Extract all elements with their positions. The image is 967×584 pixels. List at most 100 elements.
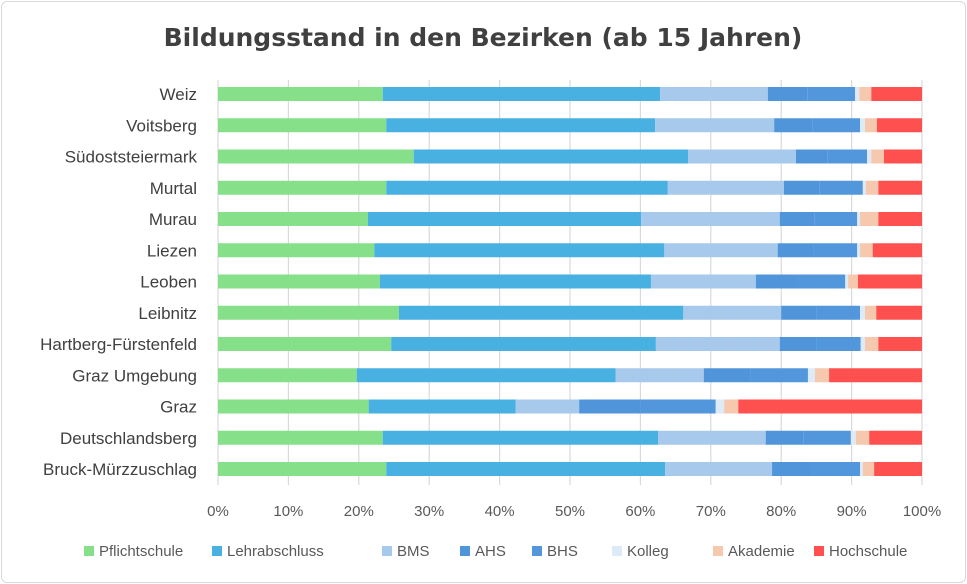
x-tick-label: 100% <box>903 503 941 520</box>
bar-segment-ahs <box>772 462 812 476</box>
bar-segment-akademie <box>862 462 875 476</box>
bar-segment-lehrabschluss <box>386 180 668 195</box>
bar-segment-kolleg <box>715 399 725 414</box>
bar-segment-bhs <box>814 212 858 226</box>
bar-segment-ahs <box>784 180 820 195</box>
x-tick-label: 10% <box>273 503 303 520</box>
bar-segment-hochschule <box>872 243 922 258</box>
legend-label: Kolleg <box>627 543 669 560</box>
legend-swatch <box>612 546 622 556</box>
x-tick-label: 50% <box>555 503 585 520</box>
x-tick-label: 70% <box>696 503 726 520</box>
bar-segment-ahs <box>765 430 804 445</box>
legend-label: Akademie <box>728 543 795 560</box>
x-tick-label: 0% <box>207 503 229 520</box>
bar-segment-bhs <box>640 399 716 414</box>
bar-segment-hochschule <box>874 462 922 476</box>
bar-segment-bms <box>655 118 775 133</box>
bar-segment-kolleg <box>807 368 815 383</box>
category-label: Weiz <box>160 85 197 104</box>
bar-segment-bms <box>658 430 766 445</box>
bar-segment-pflichtschule <box>218 430 383 445</box>
bar-segment-hochschule <box>883 149 922 164</box>
bar-segment-kolleg <box>857 243 861 258</box>
category-label: Liezen <box>147 241 197 260</box>
category-label: Murtal <box>150 179 197 198</box>
bar-segment-ahs <box>774 118 813 133</box>
bar-segment-kolleg <box>850 430 856 445</box>
bar-segment-kolleg <box>860 305 865 320</box>
bar-segment-lehrabschluss <box>379 274 651 289</box>
x-tick-label: 30% <box>414 503 444 520</box>
x-tick-label: 20% <box>344 503 374 520</box>
bar-segment-akademie <box>724 399 739 414</box>
bar-segment-ahs <box>755 274 796 289</box>
category-label: Murau <box>149 210 197 229</box>
bar-segment-bhs <box>813 243 858 258</box>
bar-segment-pflichtschule <box>218 212 368 226</box>
bar-segment-bms <box>688 149 796 164</box>
bar-segment-bms <box>664 243 778 258</box>
bar-segment-kolleg <box>860 118 865 133</box>
bar-segment-ahs <box>703 368 751 383</box>
bar-segment-kolleg <box>845 274 849 289</box>
bar-segment-lehrabschluss <box>367 212 642 226</box>
bar-segment-pflichtschule <box>218 399 369 414</box>
bar-segment-kolleg <box>855 87 860 101</box>
bar-segment-bms <box>655 337 780 351</box>
bar-segment-lehrabschluss <box>398 305 684 320</box>
bar-segment-bms <box>650 274 756 289</box>
legend-label: Hochschule <box>829 543 907 560</box>
bar-segment-bms <box>667 180 785 195</box>
bar-segment-lehrabschluss <box>386 118 656 133</box>
chart-title: Bildungsstand in den Bezirken (ab 15 Jah… <box>164 23 803 52</box>
bar-segment-bhs <box>750 368 808 383</box>
bar-segment-pflichtschule <box>218 87 383 101</box>
bar-segment-bhs <box>807 87 856 101</box>
bar-segment-pflichtschule <box>218 368 357 383</box>
bar-segment-akademie <box>864 337 879 351</box>
bar-segment-hochschule <box>876 118 922 133</box>
bar-segment-hochschule <box>878 212 922 226</box>
x-tick-label: 80% <box>766 503 796 520</box>
legend-label: AHS <box>475 543 506 560</box>
bar-segment-bhs <box>816 305 861 320</box>
legend-swatch <box>212 546 222 556</box>
legend-swatch <box>814 546 824 556</box>
bar-segment-akademie <box>814 368 830 383</box>
bar-segment-akademie <box>859 87 872 101</box>
bar-segment-lehrabschluss <box>382 430 658 445</box>
bar-segment-kolleg <box>857 212 861 226</box>
legend-swatch <box>84 546 94 556</box>
bar-segment-bms <box>615 368 704 383</box>
bar-segment-pflichtschule <box>218 462 387 476</box>
bar-segment-akademie <box>871 149 884 164</box>
category-label: Graz Umgebung <box>72 366 197 385</box>
bar-segment-bms <box>515 399 580 414</box>
bar-segment-hochschule <box>878 337 922 351</box>
category-label: Hartberg-Fürstenfeld <box>40 335 197 354</box>
bar-segment-hochschule <box>829 368 922 383</box>
bar-segment-hochschule <box>738 399 922 414</box>
bar-segment-hochschule <box>869 430 922 445</box>
bar-segment-ahs <box>795 149 828 164</box>
bar-segment-lehrabschluss <box>386 462 666 476</box>
bar-segment-ahs <box>579 399 641 414</box>
bar-segment-bhs <box>811 462 861 476</box>
bar-segment-akademie <box>865 180 879 195</box>
bar-segment-hochschule <box>878 180 922 195</box>
category-label: Leoben <box>140 273 197 292</box>
bar-segment-ahs <box>779 337 817 351</box>
legend-swatch <box>713 546 723 556</box>
bar-segment-bhs <box>819 180 863 195</box>
bar-segment-bms <box>641 212 780 226</box>
legend-swatch <box>460 546 470 556</box>
bar-segment-kolleg <box>862 180 866 195</box>
bar-segment-bhs <box>827 149 868 164</box>
bar-segment-akademie <box>864 305 877 320</box>
bar-segment-bhs <box>812 118 861 133</box>
bar-segment-lehrabschluss <box>368 399 516 414</box>
bar-segment-lehrabschluss <box>382 87 661 101</box>
category-label: Graz <box>160 398 197 417</box>
